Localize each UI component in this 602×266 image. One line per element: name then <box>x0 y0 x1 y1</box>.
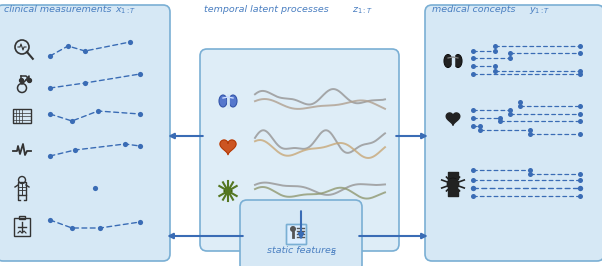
FancyBboxPatch shape <box>0 5 170 261</box>
Point <box>468 168 478 172</box>
Text: temporal latent processes: temporal latent processes <box>204 5 332 14</box>
Text: medical concepts: medical concepts <box>432 5 518 14</box>
Point <box>575 51 585 55</box>
Bar <box>13 109 31 123</box>
Text: clinical measurements: clinical measurements <box>4 5 114 14</box>
Point <box>468 194 478 198</box>
Point <box>495 116 505 120</box>
Text: $\mathit{s}$: $\mathit{s}$ <box>330 248 337 257</box>
FancyBboxPatch shape <box>425 5 602 261</box>
Point <box>515 100 525 104</box>
Point <box>575 69 585 73</box>
Ellipse shape <box>444 55 452 68</box>
Point <box>135 144 145 148</box>
Point <box>575 186 585 190</box>
Point <box>515 104 525 108</box>
Point <box>24 78 34 82</box>
Point <box>575 178 585 182</box>
Bar <box>14 218 30 236</box>
Bar <box>286 224 306 244</box>
Point <box>468 108 478 112</box>
Point <box>67 119 77 123</box>
Point <box>95 226 105 230</box>
Point <box>45 154 55 158</box>
Point <box>468 49 478 53</box>
Point <box>575 104 585 108</box>
Point <box>63 44 73 48</box>
Point <box>45 54 55 58</box>
Point <box>90 186 100 190</box>
Point <box>120 142 130 146</box>
Text: $\mathit{y}_{1:T}$: $\mathit{y}_{1:T}$ <box>529 5 550 16</box>
Text: static features: static features <box>267 246 339 255</box>
Point <box>468 124 478 128</box>
Point <box>505 112 515 116</box>
Polygon shape <box>446 113 460 125</box>
Point <box>505 108 515 112</box>
Ellipse shape <box>454 55 462 68</box>
Point <box>67 226 77 230</box>
Point <box>468 56 478 60</box>
Ellipse shape <box>219 95 227 107</box>
Point <box>490 49 500 53</box>
Point <box>525 168 535 172</box>
Point <box>575 112 585 116</box>
Point <box>468 178 478 182</box>
Point <box>93 109 103 113</box>
Point <box>45 112 55 116</box>
Ellipse shape <box>224 188 232 194</box>
Circle shape <box>447 178 459 190</box>
Point <box>45 218 55 222</box>
Ellipse shape <box>229 95 237 107</box>
Polygon shape <box>220 140 236 155</box>
Text: $\mathit{z}_{1:T}$: $\mathit{z}_{1:T}$ <box>352 5 373 15</box>
Point <box>475 128 485 132</box>
Point <box>475 124 485 128</box>
Point <box>575 172 585 176</box>
Point <box>490 44 500 48</box>
Text: $\mathit{x}_{1:T}$: $\mathit{x}_{1:T}$ <box>115 5 137 15</box>
Point <box>490 64 500 68</box>
Point <box>575 44 585 48</box>
Point <box>575 119 585 123</box>
Bar <box>286 224 306 244</box>
Point <box>575 194 585 198</box>
Point <box>135 112 145 116</box>
Point <box>135 220 145 224</box>
FancyBboxPatch shape <box>240 200 362 266</box>
Point <box>80 81 90 85</box>
Point <box>575 132 585 136</box>
Point <box>125 40 135 44</box>
Point <box>468 116 478 120</box>
Point <box>505 51 515 55</box>
Bar <box>18 182 26 195</box>
Point <box>468 72 478 76</box>
Point <box>575 72 585 76</box>
FancyBboxPatch shape <box>200 49 399 251</box>
Point <box>495 119 505 123</box>
Point <box>490 69 500 73</box>
Bar <box>19 216 25 219</box>
Circle shape <box>290 226 296 232</box>
Point <box>525 172 535 176</box>
Point <box>525 132 535 136</box>
Point <box>525 128 535 132</box>
Point <box>505 56 515 60</box>
Point <box>80 49 90 53</box>
Point <box>16 78 26 82</box>
Point <box>468 186 478 190</box>
Point <box>135 72 145 76</box>
Point <box>70 148 80 152</box>
Point <box>468 64 478 68</box>
Point <box>45 86 55 90</box>
